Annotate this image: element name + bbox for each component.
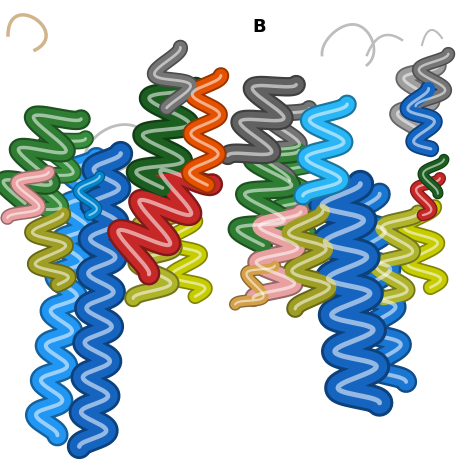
Text: B: B xyxy=(252,18,265,36)
